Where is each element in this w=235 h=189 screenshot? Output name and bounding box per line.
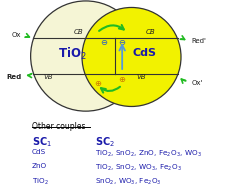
FancyArrowPatch shape (180, 36, 185, 40)
Text: VB: VB (136, 74, 146, 80)
Text: ⊖: ⊖ (100, 39, 107, 47)
Text: SnO$_2$, WO$_3$, Fe$_2$O$_3$: SnO$_2$, WO$_3$, Fe$_2$O$_3$ (95, 177, 162, 187)
Text: TiO$_2$, SnO$_2$, WO$_3$, Fe$_2$O$_3$: TiO$_2$, SnO$_2$, WO$_3$, Fe$_2$O$_3$ (95, 163, 182, 173)
FancyArrowPatch shape (181, 79, 186, 83)
FancyArrowPatch shape (99, 25, 124, 31)
Text: Red: Red (6, 74, 21, 80)
Text: CdS: CdS (31, 149, 46, 155)
Circle shape (82, 8, 181, 106)
Text: ⊕: ⊕ (94, 79, 101, 88)
Text: SC$_2$: SC$_2$ (95, 136, 115, 149)
Circle shape (31, 1, 141, 111)
Text: CB: CB (74, 29, 83, 35)
Text: CdS: CdS (133, 48, 157, 58)
Text: ZnO: ZnO (31, 163, 47, 169)
Text: Other couples: Other couples (31, 122, 85, 131)
FancyArrowPatch shape (28, 74, 32, 77)
Text: TiO$_2$, SnO$_2$, ZnO, Fe$_2$O$_3$, WO$_3$: TiO$_2$, SnO$_2$, ZnO, Fe$_2$O$_3$, WO$_… (95, 149, 202, 159)
Text: CB: CB (145, 29, 155, 35)
Text: Ox': Ox' (191, 80, 203, 86)
Text: TiO$_2$: TiO$_2$ (58, 46, 87, 62)
Text: Red': Red' (191, 38, 206, 44)
FancyArrowPatch shape (25, 34, 29, 37)
Text: VB: VB (44, 74, 53, 80)
FancyArrowPatch shape (101, 87, 120, 93)
Text: ⊕: ⊕ (119, 75, 126, 84)
Text: TiO$_2$: TiO$_2$ (31, 177, 48, 187)
Text: SC$_1$: SC$_1$ (31, 136, 51, 149)
Text: ⊖: ⊖ (119, 39, 126, 47)
Text: Ox: Ox (12, 32, 21, 38)
